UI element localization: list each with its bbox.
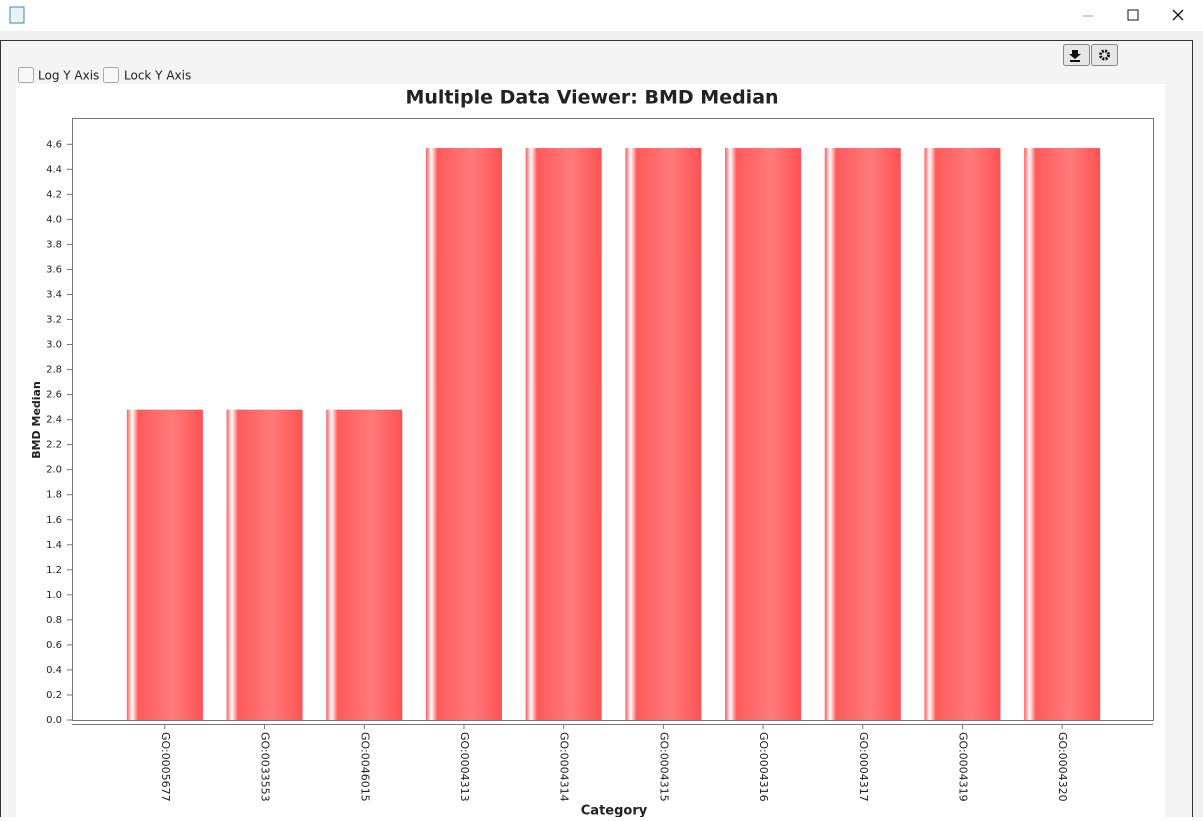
y-tick-label: 1.6 bbox=[46, 515, 62, 526]
x-tick-label: GO:0004314 bbox=[558, 732, 571, 802]
y-tick-label: 1.4 bbox=[46, 540, 62, 551]
settings-icon bbox=[1099, 49, 1110, 61]
chart-title: Multiple Data Viewer: BMD Median bbox=[405, 87, 778, 109]
bar bbox=[326, 409, 403, 720]
y-tick-label: 0.8 bbox=[46, 615, 62, 626]
checkbox[interactable] bbox=[103, 67, 119, 83]
y-tick-label: 0.4 bbox=[46, 665, 62, 676]
y-tick-label: 0.6 bbox=[46, 640, 62, 651]
bar bbox=[824, 148, 901, 720]
y-tick-label: 2.0 bbox=[46, 465, 62, 476]
close-button[interactable] bbox=[1172, 9, 1184, 21]
y-tick-label: 0.0 bbox=[46, 715, 62, 726]
x-tick-label: GO:0004315 bbox=[657, 732, 670, 802]
y-tick-label: 1.8 bbox=[46, 490, 62, 501]
x-tick-label: GO:0004317 bbox=[857, 732, 870, 802]
x-tick-label: GO:0046015 bbox=[358, 732, 371, 802]
x-tick-label: GO:0004313 bbox=[458, 732, 471, 802]
bar bbox=[126, 409, 203, 720]
bar bbox=[625, 148, 702, 720]
settings-button[interactable] bbox=[1091, 44, 1118, 66]
x-axis-label: Category bbox=[581, 804, 648, 818]
y-tick-label: 1.0 bbox=[46, 590, 62, 601]
y-tick-label: 1.2 bbox=[46, 565, 62, 576]
x-tick-label: GO:0004316 bbox=[757, 732, 770, 802]
y-tick-label: 4.6 bbox=[46, 139, 62, 150]
bar bbox=[725, 148, 802, 720]
bar bbox=[425, 148, 502, 720]
y-tick-label: 3.8 bbox=[46, 239, 62, 250]
y-tick-label: 2.2 bbox=[46, 440, 62, 451]
y-tick-label: 4.2 bbox=[46, 189, 62, 200]
y-tick-label: 4.0 bbox=[46, 214, 62, 225]
y-tick-label: 2.8 bbox=[46, 365, 62, 376]
bar bbox=[525, 148, 602, 720]
bar bbox=[226, 409, 303, 720]
y-tick-label: 0.2 bbox=[46, 690, 62, 701]
y-tick-label: 4.4 bbox=[46, 164, 62, 175]
y-tick-label: 3.2 bbox=[46, 315, 62, 326]
checkbox-label: Log Y Axis bbox=[38, 69, 99, 83]
download-icon bbox=[1069, 50, 1081, 62]
y-tick-label: 3.4 bbox=[46, 289, 62, 300]
y-tick-label: 3.0 bbox=[46, 340, 62, 351]
y-axis-label: BMD Median bbox=[30, 381, 43, 459]
bar bbox=[1024, 148, 1101, 720]
y-tick-label: 2.4 bbox=[46, 415, 62, 426]
x-tick-label: GO:0005677 bbox=[159, 732, 172, 802]
checkbox[interactable] bbox=[18, 67, 34, 83]
y-tick-label: 3.6 bbox=[46, 264, 62, 275]
title-bar bbox=[0, 0, 1203, 30]
x-tick-label: GO:0033553 bbox=[259, 732, 272, 802]
x-tick-label: GO:0004320 bbox=[1056, 732, 1069, 802]
checkbox-label: Lock Y Axis bbox=[124, 69, 191, 83]
maximize-button[interactable] bbox=[1127, 9, 1139, 21]
app-icon bbox=[9, 6, 25, 24]
y-tick-label: 2.6 bbox=[46, 390, 62, 401]
bar bbox=[924, 148, 1001, 720]
x-tick-label: GO:0004319 bbox=[956, 732, 969, 802]
